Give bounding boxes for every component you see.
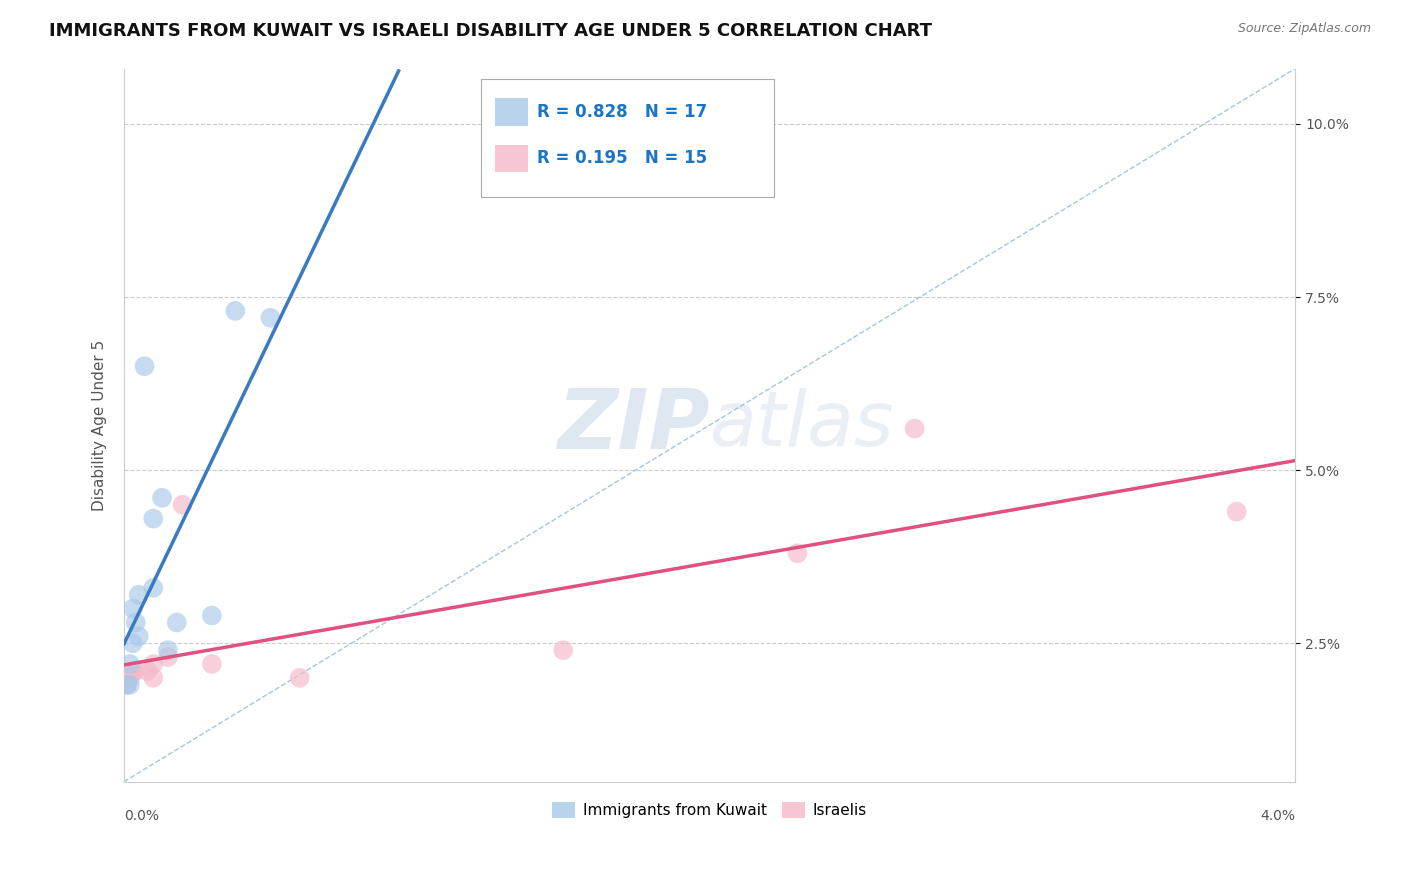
Point [259, 310, 281, 325]
Point [224, 304, 246, 318]
Text: atlas: atlas [710, 388, 894, 462]
Point [125, 615, 148, 630]
Point [142, 657, 165, 671]
Text: IMMIGRANTS FROM KUWAIT VS ISRAELI DISABILITY AGE UNDER 5 CORRELATION CHART: IMMIGRANTS FROM KUWAIT VS ISRAELI DISABI… [49, 22, 932, 40]
Point [142, 511, 165, 525]
Point [115, 678, 138, 692]
Point [142, 581, 165, 595]
Legend: Immigrants from Kuwait, Israelis: Immigrants from Kuwait, Israelis [546, 796, 873, 824]
Point [118, 657, 141, 671]
Point [121, 636, 143, 650]
Point [553, 643, 575, 657]
FancyBboxPatch shape [495, 145, 529, 172]
Text: R = 0.195   N = 15: R = 0.195 N = 15 [537, 149, 707, 168]
Y-axis label: Disability Age Under 5: Disability Age Under 5 [93, 340, 107, 511]
Point [166, 615, 188, 630]
Text: R = 0.828   N = 17: R = 0.828 N = 17 [537, 103, 707, 121]
Text: 4.0%: 4.0% [1260, 809, 1295, 823]
Point [128, 588, 150, 602]
Point [786, 546, 808, 560]
Point [156, 650, 179, 665]
FancyBboxPatch shape [495, 98, 529, 126]
Point [201, 657, 224, 671]
Point [201, 608, 224, 623]
FancyBboxPatch shape [481, 79, 775, 197]
Point [121, 601, 143, 615]
Point [115, 678, 138, 692]
Point [903, 421, 925, 435]
Text: 0.0%: 0.0% [124, 809, 159, 823]
Point [156, 643, 179, 657]
Point [121, 664, 143, 678]
Text: Source: ZipAtlas.com: Source: ZipAtlas.com [1237, 22, 1371, 36]
Point [118, 671, 141, 685]
Point [288, 671, 311, 685]
Point [150, 491, 173, 505]
Text: ZIP: ZIP [557, 384, 710, 466]
Point [118, 678, 141, 692]
Point [136, 664, 159, 678]
Point [1226, 505, 1249, 519]
Point [125, 664, 148, 678]
Point [172, 498, 194, 512]
Point [134, 359, 156, 374]
Point [128, 629, 150, 643]
Point [142, 671, 165, 685]
